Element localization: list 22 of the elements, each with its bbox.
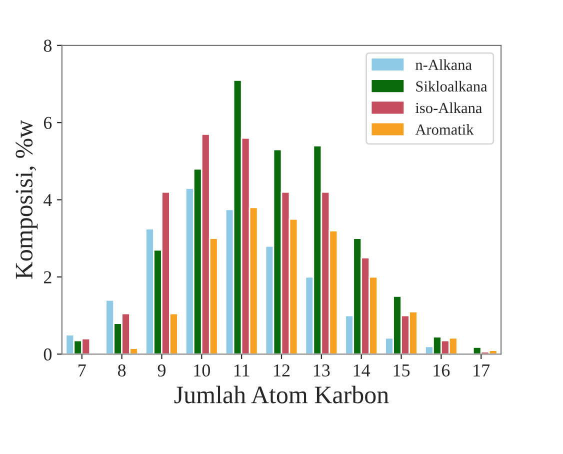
legend-label: Sikloalkana xyxy=(416,80,488,92)
x-tick-label: 10 xyxy=(194,364,210,377)
x-tick-label: 13 xyxy=(314,364,330,377)
y-tick-label: 4 xyxy=(44,194,52,206)
x-tick-label: 7 xyxy=(78,364,86,376)
x-tick-label: 17 xyxy=(474,364,490,376)
x-tick-label: 11 xyxy=(234,364,250,376)
x-tick-label: 8 xyxy=(118,364,126,377)
y-tick-label: 6 xyxy=(44,116,52,130)
legend-label: Aromatik xyxy=(415,124,474,135)
y-tick-label: 0 xyxy=(44,348,52,361)
x-tick-label: 14 xyxy=(354,364,370,376)
legend-label: iso-Alkana xyxy=(416,102,482,114)
y-tick-label: 2 xyxy=(44,271,52,284)
x-tick-label: 16 xyxy=(434,364,450,377)
legend-label: n-Alkana xyxy=(416,59,472,70)
x-axis-title: Jumlah Atom Karbon xyxy=(174,386,389,404)
x-tick-label: 15 xyxy=(394,364,410,377)
x-tick-label: 12 xyxy=(274,364,290,376)
y-axis-title: Komposisi, %w xyxy=(16,120,38,279)
y-tick-label: 8 xyxy=(44,40,52,52)
x-tick-label: 9 xyxy=(158,364,166,377)
